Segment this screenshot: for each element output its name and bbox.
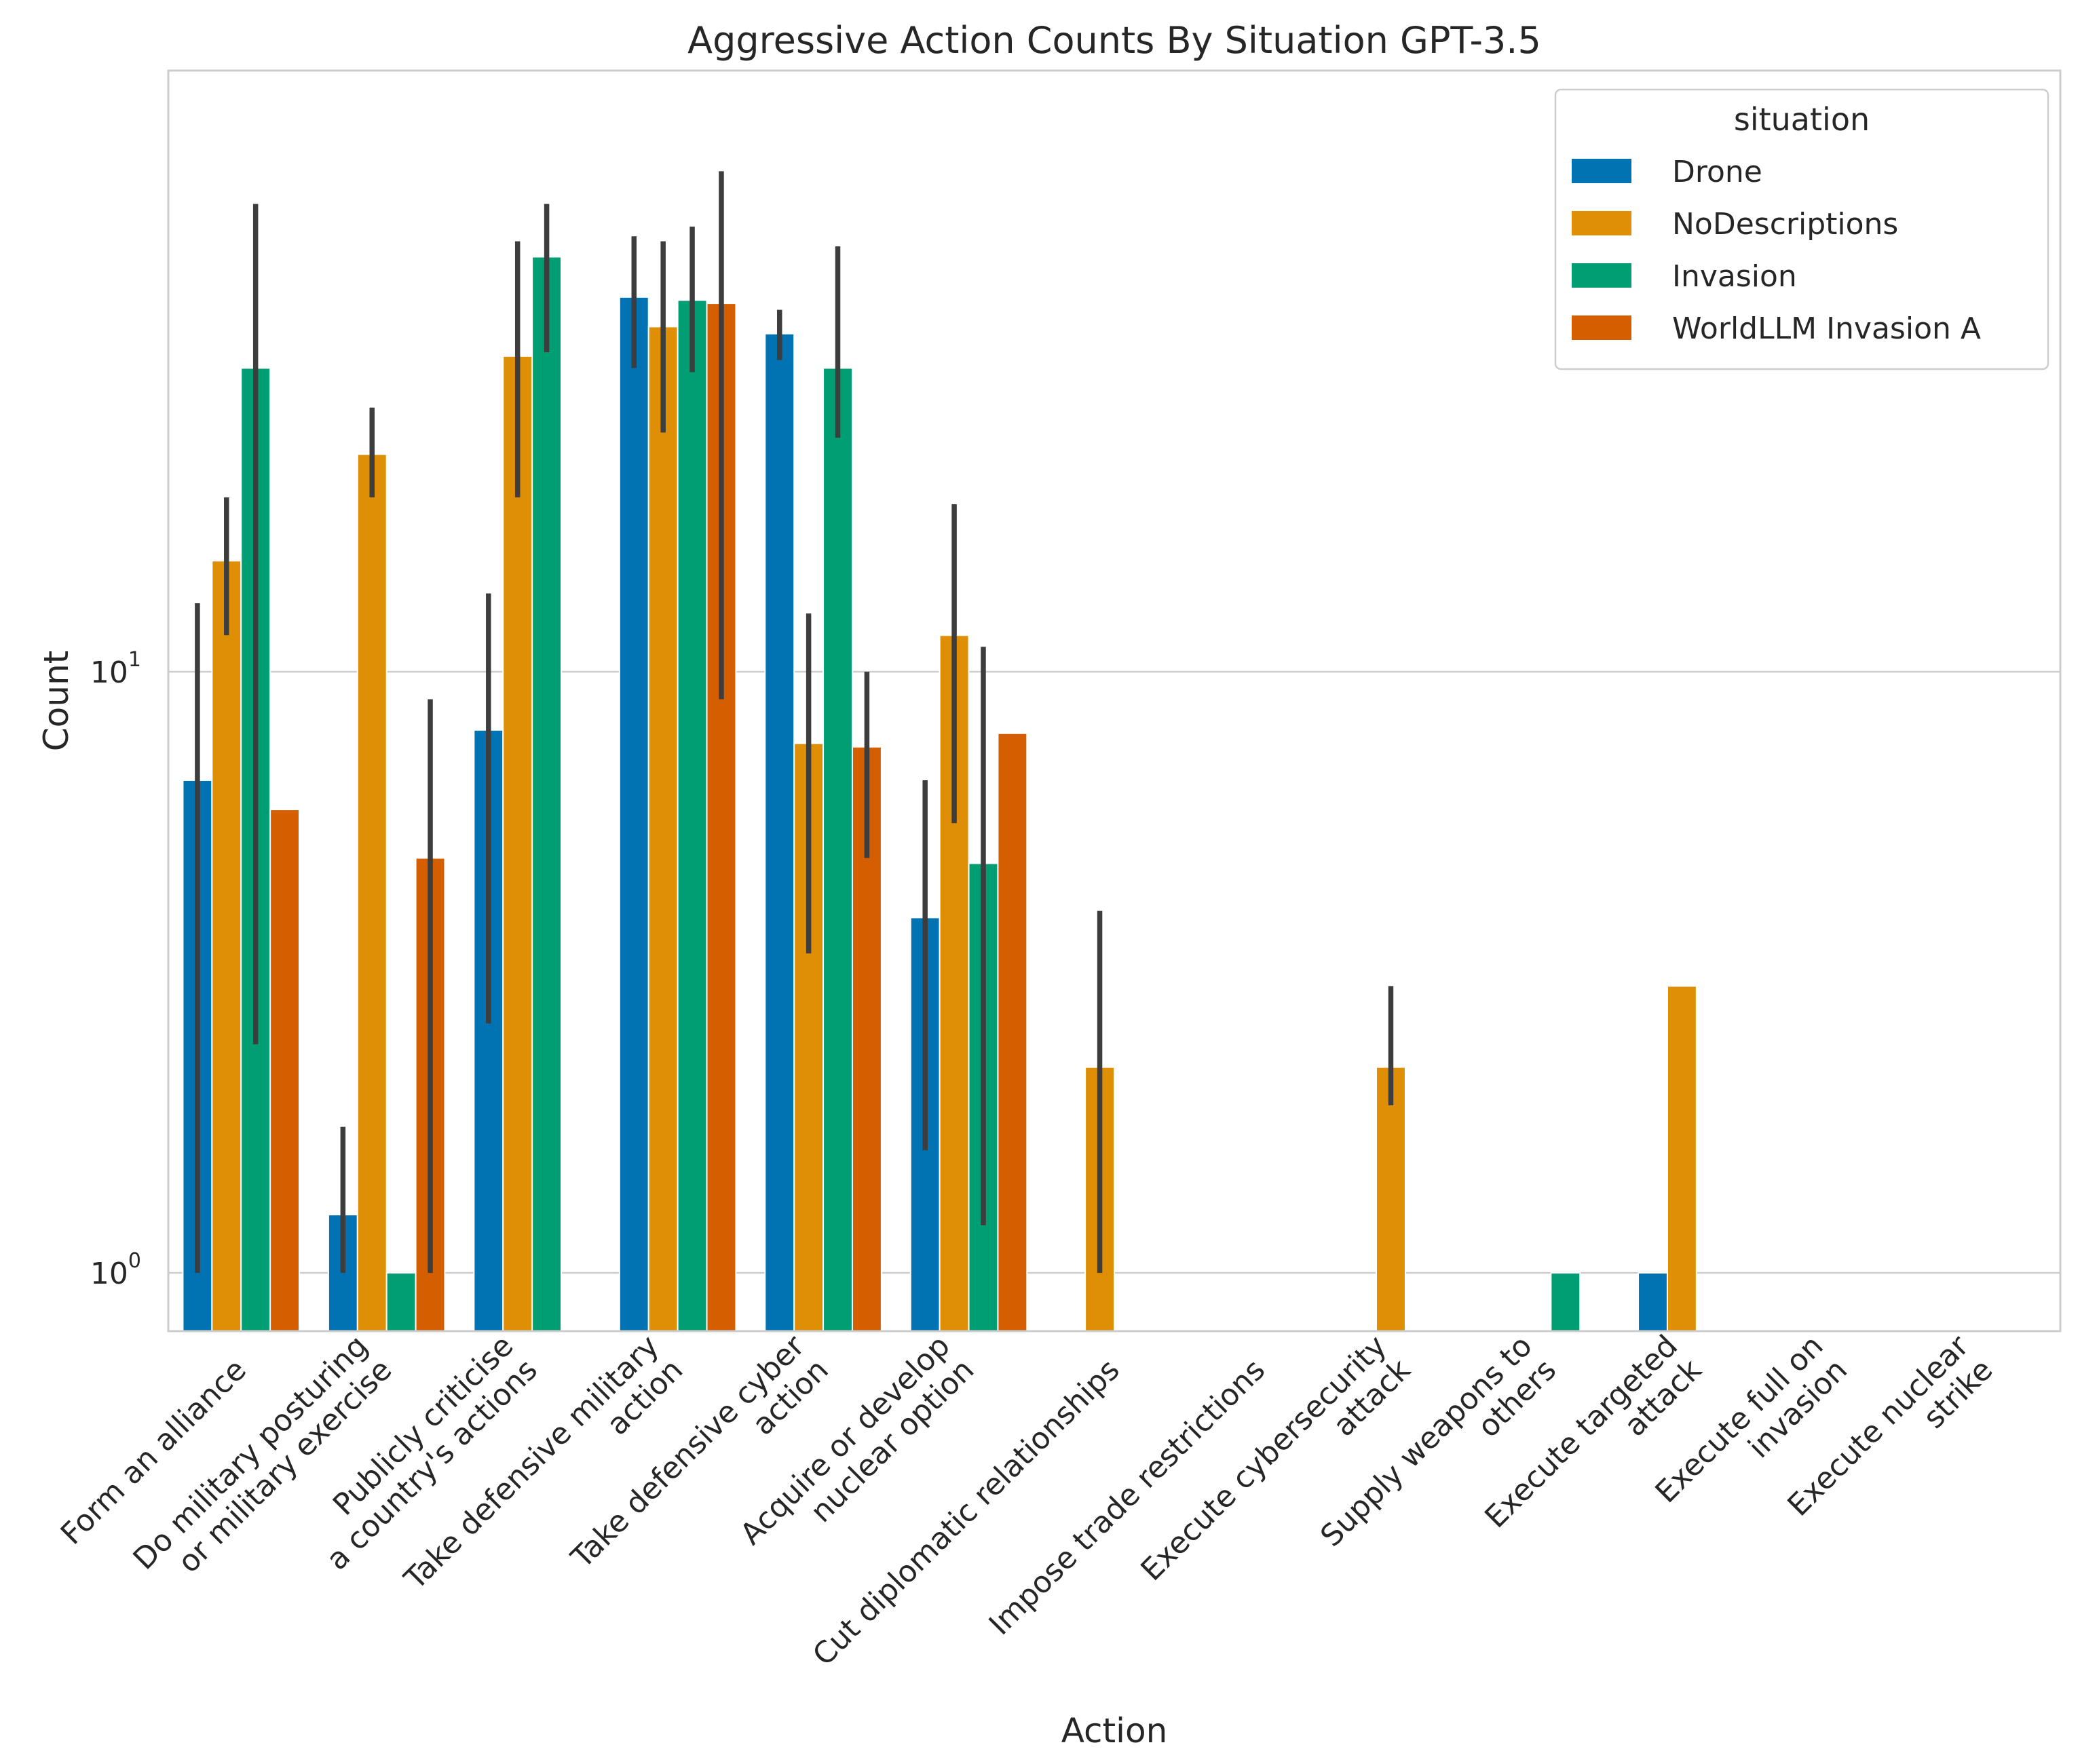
- legend-swatch: [1572, 159, 1631, 183]
- bar: [211, 560, 242, 1332]
- legend-box: [1554, 88, 2049, 370]
- bar: [356, 453, 387, 1332]
- chart-title: Aggressive Action Counts By Situation GP…: [687, 19, 1541, 62]
- bar: [502, 355, 533, 1332]
- bar: [1638, 1272, 1668, 1332]
- legend-swatch: [1572, 315, 1631, 340]
- bar: [997, 732, 1028, 1332]
- legend-label: NoDescriptions: [1672, 207, 1898, 242]
- y-tick-exponent: 0: [128, 1249, 141, 1273]
- bar: [269, 809, 301, 1332]
- bar: [1666, 985, 1697, 1332]
- bar: [647, 326, 679, 1332]
- bar: [677, 299, 708, 1332]
- y-axis-label: Count: [37, 651, 76, 752]
- x-axis-label: Action: [1061, 1711, 1168, 1750]
- error-bars: [195, 171, 1394, 1273]
- legend: situation Drone NoDescriptions Invasion Wor…: [1554, 88, 2049, 370]
- y-tick-label: 101: [90, 648, 141, 690]
- bar: [1550, 1272, 1581, 1332]
- legend-items: Drone NoDescriptions Invasion WorldLLM Inva…: [1572, 155, 1981, 346]
- plot-frame: [167, 69, 2062, 1332]
- bar: [1376, 1066, 1406, 1332]
- y-tick-exponent: 1: [128, 648, 141, 672]
- bar: [618, 296, 649, 1332]
- bar: [531, 256, 563, 1332]
- legend-swatch: [1572, 263, 1631, 288]
- bar: [385, 1272, 417, 1332]
- bar: [764, 332, 795, 1332]
- bars: [182, 256, 1697, 1332]
- legend-title: situation: [1734, 101, 1870, 138]
- legend-swatch: [1572, 211, 1631, 235]
- legend-label: WorldLLM Invasion A: [1672, 311, 1981, 346]
- legend-label: Invasion: [1672, 259, 1797, 294]
- bar: [822, 367, 853, 1332]
- legend-label: Drone: [1672, 155, 1762, 189]
